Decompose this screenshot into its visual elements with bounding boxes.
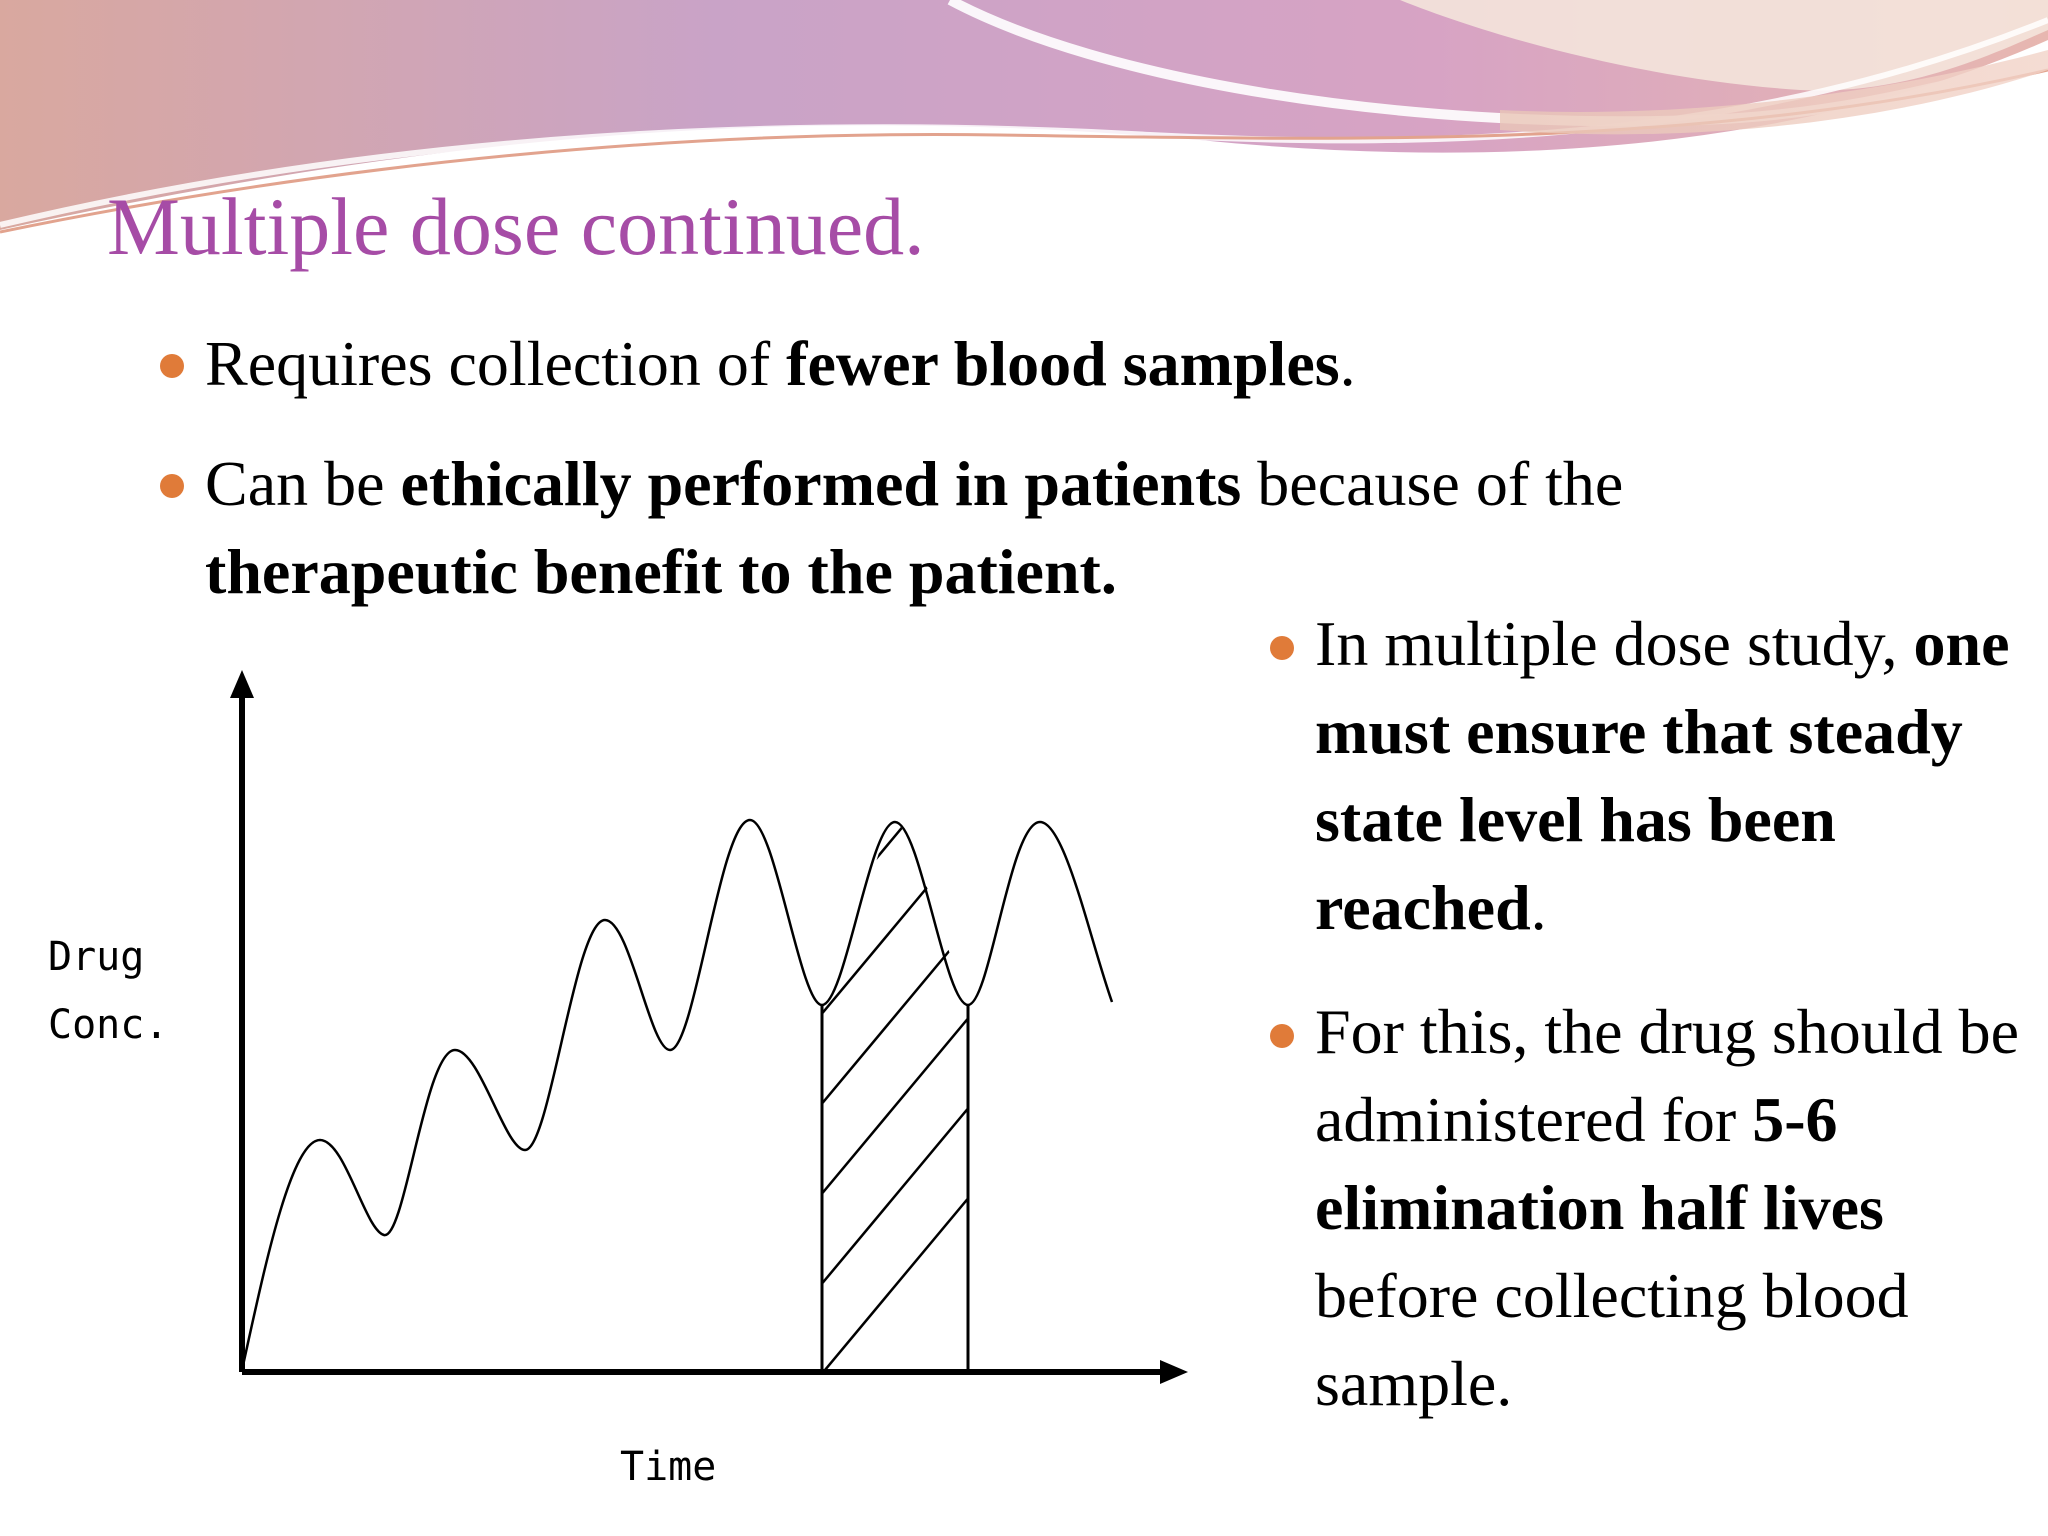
bullet-ethically-performed: Can be ethically performed in patients b…: [160, 440, 1905, 616]
bullet-fewer-samples: Requires collection of fewer blood sampl…: [160, 320, 1905, 408]
y-axis-label-line1: Drug: [48, 934, 144, 980]
hatched-interval: [822, 821, 968, 1372]
bullet-dot-icon: [160, 474, 184, 498]
y-axis-label-line2: Conc.: [48, 1002, 168, 1048]
bullet-dot-icon: [1270, 636, 1294, 660]
bullet-steady-state: In multiple dose study, one must ensure …: [1270, 600, 2035, 952]
concentration-curve: [240, 818, 1114, 1371]
x-axis-label: Time: [620, 1444, 716, 1490]
bullet-elimination-half-lives: For this, the drug should be administere…: [1270, 988, 2035, 1428]
slide-title: Multiple dose continued.: [107, 181, 925, 272]
header-swoosh-decoration: [0, 0, 2048, 234]
y-axis-arrow-icon: [230, 670, 254, 698]
x-axis-arrow-icon: [1160, 1360, 1188, 1384]
drug-concentration-figure: Drug Conc. Time: [48, 670, 1188, 1490]
bullet-dot-icon: [160, 354, 184, 378]
bullet-dot-icon: [1270, 1024, 1294, 1048]
